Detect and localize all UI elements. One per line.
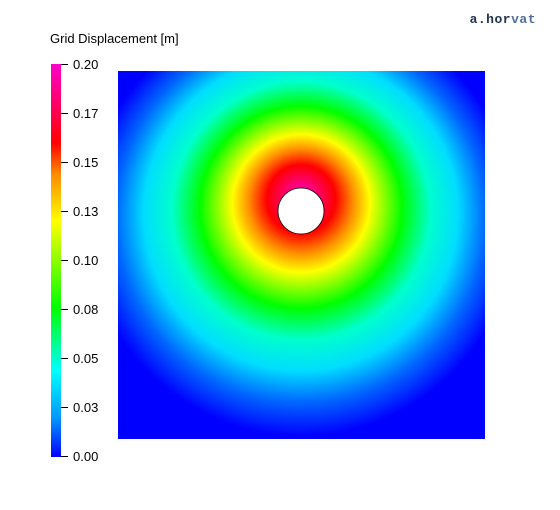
colorbar-tick-label: 0.20 <box>73 57 99 72</box>
colorbar-title: Grid Displacement [m] <box>50 31 179 46</box>
displacement-contour-plot <box>118 71 485 439</box>
colorbar-tick-label: 0.10 <box>73 253 99 268</box>
colorbar-tick-label: 0.00 <box>73 449 99 464</box>
colorbar <box>51 64 61 457</box>
colorbar-tick-label: 0.03 <box>73 400 99 415</box>
colorbar-tick <box>61 309 68 310</box>
colorbar-tick-label: 0.08 <box>73 302 99 317</box>
colorbar-tick <box>61 113 68 114</box>
colorbar-tick-label: 0.13 <box>73 204 99 219</box>
colorbar-tick <box>61 211 68 212</box>
colorbar-tick <box>61 407 68 408</box>
author-watermark: a.horvat <box>469 12 536 27</box>
colorbar-tick-label: 0.05 <box>73 351 99 366</box>
displacement-field <box>118 71 485 439</box>
colorbar-tick <box>61 456 68 457</box>
colorbar-tick-label: 0.17 <box>73 106 99 121</box>
colorbar-tick <box>61 260 68 261</box>
colorbar-tick <box>61 358 68 359</box>
colorbar-tick-label: 0.15 <box>73 155 99 170</box>
hole-boundary <box>277 187 325 235</box>
colorbar-tick <box>61 64 68 65</box>
colorbar-tick <box>61 162 68 163</box>
